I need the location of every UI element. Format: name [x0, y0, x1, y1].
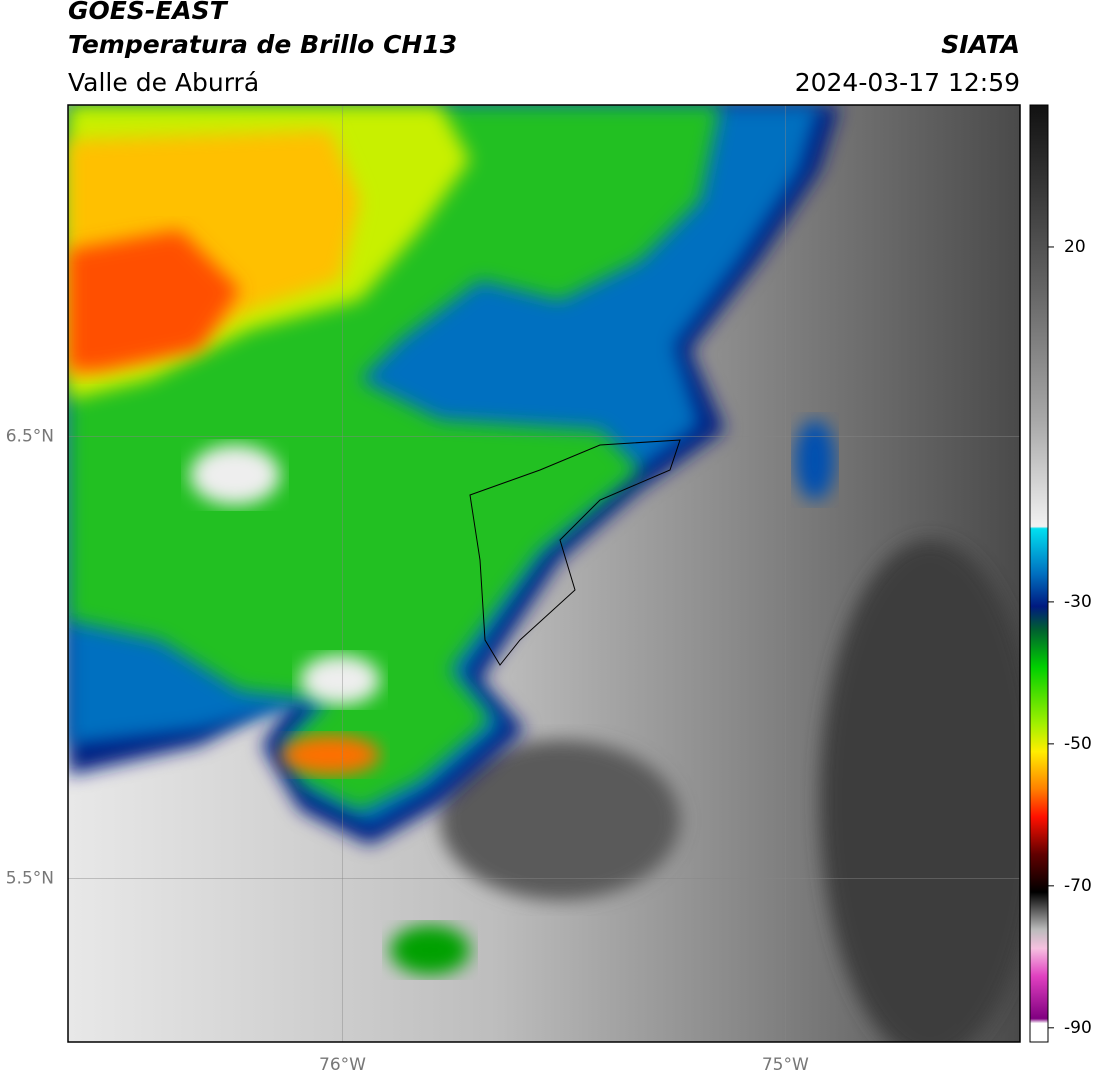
y-tick-label: 6.5°N — [6, 426, 54, 446]
x-tick-label: 76°W — [319, 1055, 366, 1075]
map-frame — [67, 104, 1021, 1043]
title: GOES-EAST — [68, 0, 229, 25]
source: SIATA — [941, 30, 1020, 59]
satellite-image — [68, 105, 1020, 1042]
colorbar-tick-label: -70 — [1064, 876, 1092, 896]
colorbar-tick-label: -90 — [1064, 1018, 1092, 1038]
colorbar — [1029, 104, 1049, 1043]
graticule — [68, 105, 1020, 1042]
colorbar-tick-label: 20 — [1064, 237, 1086, 257]
colorbar-tick-label: -50 — [1064, 734, 1092, 754]
timestamp: 2024-03-17 12:59 — [795, 68, 1020, 97]
region: Valle de Aburrá — [68, 68, 259, 97]
y-tick-label: 5.5°N — [6, 868, 54, 888]
colorbar-tick-label: -30 — [1064, 592, 1092, 612]
subtitle: Temperatura de Brillo CH13 — [68, 30, 457, 59]
x-tick-label: 75°W — [762, 1055, 809, 1075]
